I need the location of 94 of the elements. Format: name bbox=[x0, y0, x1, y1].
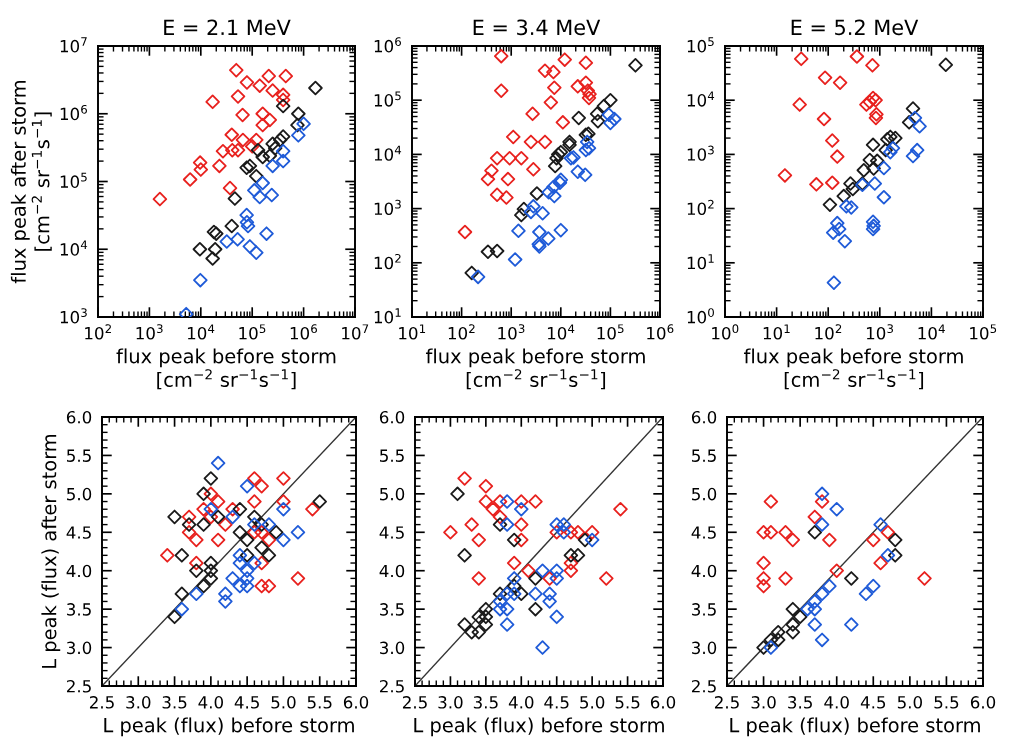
x-axis-title: L peak (flux) before storm bbox=[414, 717, 664, 737]
x-tick-label: 10$^{5}$ bbox=[597, 324, 624, 340]
x-tick-label: 2.5 bbox=[402, 696, 427, 709]
y-tick-label: 10$^{2}$ bbox=[374, 253, 401, 270]
x-tick-label: 6.0 bbox=[970, 696, 996, 709]
y-axis-title: L peak (flux) after storm bbox=[41, 434, 61, 668]
y-tick-label: 6.0 bbox=[691, 410, 717, 424]
y-tick-label: 4.0 bbox=[691, 564, 717, 578]
x-axis-title: L peak (flux) before storm bbox=[730, 717, 980, 737]
x-axis-title: flux peak before storm [cm$^{−2}$ sr$^{−1}$s$^{−1}$] bbox=[743, 348, 963, 390]
y-tick-label: 5.5 bbox=[380, 449, 404, 462]
y-tick-label: 10$^{3}$ bbox=[687, 145, 714, 161]
y-tick-label: 10$^{4}$ bbox=[687, 91, 715, 107]
y-tick-label: 3.0 bbox=[67, 641, 92, 655]
y-tick-label: 4.5 bbox=[379, 526, 404, 539]
x-tick-label: 10$^{2}$ bbox=[815, 324, 842, 340]
y-tick-label: 3.5 bbox=[380, 603, 404, 616]
y-tick-label: 5.0 bbox=[692, 487, 717, 501]
y-tick-label: 2.5 bbox=[379, 679, 404, 693]
y-tick-label: 10$^{5}$ bbox=[687, 37, 714, 53]
y-tick-label: 5.5 bbox=[692, 449, 716, 462]
y-tick-label: 10$^{1}$ bbox=[687, 254, 714, 270]
x-axis-title: flux peak before storm [cm$^{−2}$ sr$^{−1}$s$^{−1}$] bbox=[425, 348, 645, 390]
x-tick-label: 4.0 bbox=[824, 696, 849, 709]
x-tick-label: 5.5 bbox=[307, 696, 332, 709]
y-tick-label: 3.0 bbox=[380, 641, 405, 655]
x-tick-label: 3.0 bbox=[126, 696, 151, 709]
x-tick-label: 3.5 bbox=[162, 696, 187, 709]
y-tick-label: 2.5 bbox=[691, 679, 716, 693]
x-tick-label: 2.5 bbox=[89, 696, 114, 709]
x-tick-label: 3.0 bbox=[438, 696, 463, 709]
x-tick-label: 3.5 bbox=[788, 696, 812, 709]
y-axis-title: flux peak after storm [cm$^{−2}$ sr$^{−1}$s$^{−1}$] bbox=[10, 80, 52, 284]
y-tick-label: 10$^{7}$ bbox=[60, 37, 87, 53]
x-tick-label: 10$^{6}$ bbox=[290, 324, 317, 340]
y-tick-label: 10$^{6}$ bbox=[60, 104, 87, 121]
x-tick-label: 10$^{2}$ bbox=[448, 324, 475, 340]
x-tick-label: 5.0 bbox=[897, 696, 922, 709]
x-tick-label: 4.5 bbox=[234, 696, 259, 709]
x-tick-label: 10$^{5}$ bbox=[970, 324, 997, 340]
x-tick-label: 5.0 bbox=[271, 696, 296, 709]
x-tick-label: 4.5 bbox=[544, 696, 569, 709]
y-tick-label: 10$^{5}$ bbox=[374, 91, 401, 107]
y-tick-label: 10$^{5}$ bbox=[60, 172, 87, 188]
x-tick-label: 10$^{6}$ bbox=[647, 324, 674, 340]
x-tick-label: 10$^{7}$ bbox=[342, 324, 369, 340]
y-tick-label: 6.0 bbox=[379, 410, 405, 424]
y-tick-label: 5.5 bbox=[67, 449, 91, 462]
x-tick-label: 5.5 bbox=[615, 696, 640, 709]
x-tick-label: 10$^{1}$ bbox=[399, 324, 426, 340]
y-tick-label: 10$^{6}$ bbox=[374, 37, 401, 53]
y-tick-label: 5.0 bbox=[67, 487, 92, 501]
x-tick-label: 10$^{5}$ bbox=[239, 324, 266, 340]
y-tick-label: 4.0 bbox=[379, 564, 405, 578]
x-tick-label: 6.0 bbox=[650, 696, 676, 709]
y-tick-label: 3.5 bbox=[692, 603, 716, 616]
chart-title: E = 5.2 MeV bbox=[791, 19, 919, 36]
x-tick-label: 10$^{0}$ bbox=[712, 324, 739, 340]
x-tick-label: 2.5 bbox=[714, 696, 739, 709]
x-tick-label: 4.5 bbox=[860, 696, 886, 709]
y-tick-label: 3.0 bbox=[692, 641, 717, 655]
y-tick-label: 10$^{3}$ bbox=[374, 199, 401, 216]
x-tick-label: 10$^{3}$ bbox=[498, 324, 525, 340]
x-tick-label: 10$^{3}$ bbox=[136, 324, 163, 340]
y-tick-label: 6.0 bbox=[66, 410, 92, 424]
y-tick-label: 3.5 bbox=[67, 603, 91, 616]
y-tick-label: 10$^{2}$ bbox=[687, 199, 714, 216]
x-tick-label: 10$^{3}$ bbox=[866, 324, 893, 340]
x-tick-label: 6.0 bbox=[343, 696, 369, 709]
x-tick-label: 10$^{2}$ bbox=[85, 324, 111, 340]
y-tick-label: 10$^{3}$ bbox=[60, 308, 87, 324]
y-tick-label: 10$^{1}$ bbox=[374, 308, 401, 324]
x-axis-title: flux peak before storm [cm$^{−2}$ sr$^{−1}$s$^{−1}$] bbox=[116, 348, 336, 390]
x-axis-title: L peak (flux) before storm bbox=[104, 717, 354, 737]
y-tick-label: 5.0 bbox=[380, 487, 405, 501]
y-tick-label: 10$^{4}$ bbox=[60, 240, 88, 256]
y-tick-label: 4.5 bbox=[691, 526, 716, 539]
x-tick-label: 3.0 bbox=[751, 696, 776, 709]
x-tick-label: 10$^{4}$ bbox=[547, 324, 575, 340]
x-tick-label: 10$^{4}$ bbox=[918, 324, 945, 340]
y-tick-label: 10$^{0}$ bbox=[687, 308, 714, 324]
x-tick-label: 10$^{1}$ bbox=[763, 324, 790, 340]
y-tick-label: 4.5 bbox=[66, 526, 91, 539]
x-tick-label: 4.0 bbox=[508, 696, 534, 709]
x-tick-label: 10$^{4}$ bbox=[187, 324, 215, 340]
y-tick-label: 2.5 bbox=[66, 679, 91, 693]
x-tick-label: 4.0 bbox=[198, 696, 223, 709]
x-tick-label: 3.5 bbox=[473, 696, 498, 709]
chart-title: E = 3.4 MeV bbox=[473, 19, 601, 36]
x-tick-label: 5.5 bbox=[934, 696, 959, 709]
y-tick-label: 4.0 bbox=[66, 564, 92, 578]
chart-title: E = 2.1 MeV bbox=[164, 19, 291, 36]
x-tick-label: 5.0 bbox=[580, 696, 605, 709]
y-tick-label: 10$^{4}$ bbox=[374, 145, 402, 161]
